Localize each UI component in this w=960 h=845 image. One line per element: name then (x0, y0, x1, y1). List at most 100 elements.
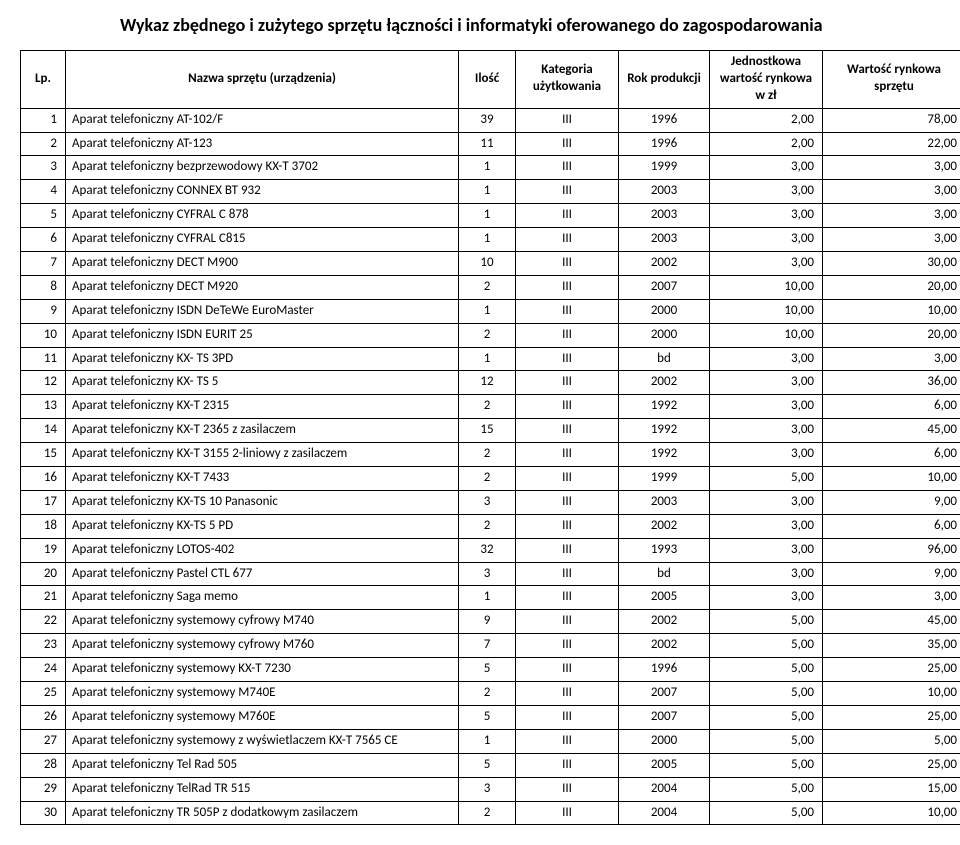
cell-name: Aparat telefoniczny systemowy cyfrowy M7… (66, 610, 459, 634)
cell-category: III (516, 586, 619, 610)
cell-year: 1996 (619, 658, 710, 682)
cell-market-value: 3,00 (823, 347, 960, 371)
cell-year: 1993 (619, 538, 710, 562)
page: Wykaz zbędnego i zużytego sprzętu łączno… (0, 0, 960, 845)
cell-lp: 4 (21, 180, 66, 204)
cell-qty: 1 (459, 156, 516, 180)
cell-lp: 10 (21, 323, 66, 347)
cell-category: III (516, 395, 619, 419)
cell-name: Aparat telefoniczny bezprzewodowy KX-T 3… (66, 156, 459, 180)
cell-qty: 2 (459, 275, 516, 299)
table-row: 23Aparat telefoniczny systemowy cyfrowy … (21, 634, 960, 658)
table-row: 13Aparat telefoniczny KX-T 23152III19923… (21, 395, 960, 419)
cell-year: 2000 (619, 729, 710, 753)
cell-market-value: 6,00 (823, 395, 960, 419)
cell-year: 2003 (619, 204, 710, 228)
cell-name: Aparat telefoniczny TelRad TR 515 (66, 777, 459, 801)
cell-lp: 24 (21, 658, 66, 682)
cell-name: Aparat telefoniczny CONNEX BT 932 (66, 180, 459, 204)
cell-market-value: 6,00 (823, 514, 960, 538)
cell-category: III (516, 252, 619, 276)
cell-qty: 1 (459, 347, 516, 371)
cell-unit-value: 10,00 (710, 275, 823, 299)
table-row: 20Aparat telefoniczny Pastel CTL 6773III… (21, 562, 960, 586)
cell-market-value: 10,00 (823, 801, 960, 825)
cell-category: III (516, 777, 619, 801)
table-row: 5Aparat telefoniczny CYFRAL C 8781III200… (21, 204, 960, 228)
cell-qty: 1 (459, 729, 516, 753)
cell-category: III (516, 801, 619, 825)
cell-name: Aparat telefoniczny TR 505P z dodatkowym… (66, 801, 459, 825)
cell-unit-value: 5,00 (710, 753, 823, 777)
cell-market-value: 25,00 (823, 753, 960, 777)
cell-qty: 32 (459, 538, 516, 562)
cell-qty: 11 (459, 132, 516, 156)
cell-year: 2005 (619, 753, 710, 777)
cell-category: III (516, 347, 619, 371)
cell-name: Aparat telefoniczny KX- TS 5 (66, 371, 459, 395)
cell-year: 2007 (619, 705, 710, 729)
cell-market-value: 35,00 (823, 634, 960, 658)
cell-unit-value: 3,00 (710, 156, 823, 180)
cell-unit-value: 3,00 (710, 562, 823, 586)
cell-lp: 27 (21, 729, 66, 753)
cell-year: 2002 (619, 252, 710, 276)
cell-category: III (516, 371, 619, 395)
cell-unit-value: 5,00 (710, 682, 823, 706)
cell-qty: 9 (459, 610, 516, 634)
cell-year: 1992 (619, 395, 710, 419)
cell-qty: 2 (459, 682, 516, 706)
table-row: 12Aparat telefoniczny KX- TS 512III20023… (21, 371, 960, 395)
cell-name: Aparat telefoniczny DECT M920 (66, 275, 459, 299)
cell-year: 1992 (619, 443, 710, 467)
cell-market-value: 5,00 (823, 729, 960, 753)
cell-lp: 18 (21, 514, 66, 538)
table-row: 3Aparat telefoniczny bezprzewodowy KX-T … (21, 156, 960, 180)
cell-lp: 17 (21, 490, 66, 514)
cell-category: III (516, 419, 619, 443)
cell-unit-value: 2,00 (710, 132, 823, 156)
table-row: 24Aparat telefoniczny systemowy KX-T 723… (21, 658, 960, 682)
cell-market-value: 36,00 (823, 371, 960, 395)
cell-name: Aparat telefoniczny CYFRAL C815 (66, 228, 459, 252)
cell-lp: 19 (21, 538, 66, 562)
cell-lp: 25 (21, 682, 66, 706)
cell-qty: 39 (459, 108, 516, 132)
cell-market-value: 10,00 (823, 299, 960, 323)
cell-year: 2002 (619, 634, 710, 658)
cell-qty: 10 (459, 252, 516, 276)
table-header: Lp. Nazwa sprzętu (urządzenia) Ilość Kat… (21, 51, 960, 109)
table-row: 10Aparat telefoniczny ISDN EURIT 252III2… (21, 323, 960, 347)
cell-category: III (516, 299, 619, 323)
cell-category: III (516, 490, 619, 514)
header-year: Rok produkcji (619, 51, 710, 109)
cell-year: 2007 (619, 275, 710, 299)
cell-category: III (516, 228, 619, 252)
cell-unit-value: 5,00 (710, 610, 823, 634)
cell-qty: 2 (459, 443, 516, 467)
cell-unit-value: 3,00 (710, 371, 823, 395)
cell-qty: 3 (459, 562, 516, 586)
cell-market-value: 9,00 (823, 562, 960, 586)
cell-qty: 7 (459, 634, 516, 658)
cell-lp: 13 (21, 395, 66, 419)
cell-lp: 16 (21, 467, 66, 491)
header-market-value: Wartość rynkowa sprzętu (823, 51, 960, 109)
cell-market-value: 45,00 (823, 610, 960, 634)
table-row: 8Aparat telefoniczny DECT M9202III200710… (21, 275, 960, 299)
cell-qty: 5 (459, 705, 516, 729)
cell-qty: 15 (459, 419, 516, 443)
cell-name: Aparat telefoniczny KX-TS 5 PD (66, 514, 459, 538)
cell-lp: 5 (21, 204, 66, 228)
cell-name: Aparat telefoniczny KX-T 3155 2-liniowy … (66, 443, 459, 467)
cell-category: III (516, 753, 619, 777)
cell-qty: 12 (459, 371, 516, 395)
cell-market-value: 30,00 (823, 252, 960, 276)
cell-unit-value: 3,00 (710, 419, 823, 443)
cell-market-value: 3,00 (823, 228, 960, 252)
table-row: 26Aparat telefoniczny systemowy M760E5II… (21, 705, 960, 729)
cell-market-value: 20,00 (823, 323, 960, 347)
cell-lp: 12 (21, 371, 66, 395)
table-row: 29Aparat telefoniczny TelRad TR 5153III2… (21, 777, 960, 801)
cell-category: III (516, 705, 619, 729)
